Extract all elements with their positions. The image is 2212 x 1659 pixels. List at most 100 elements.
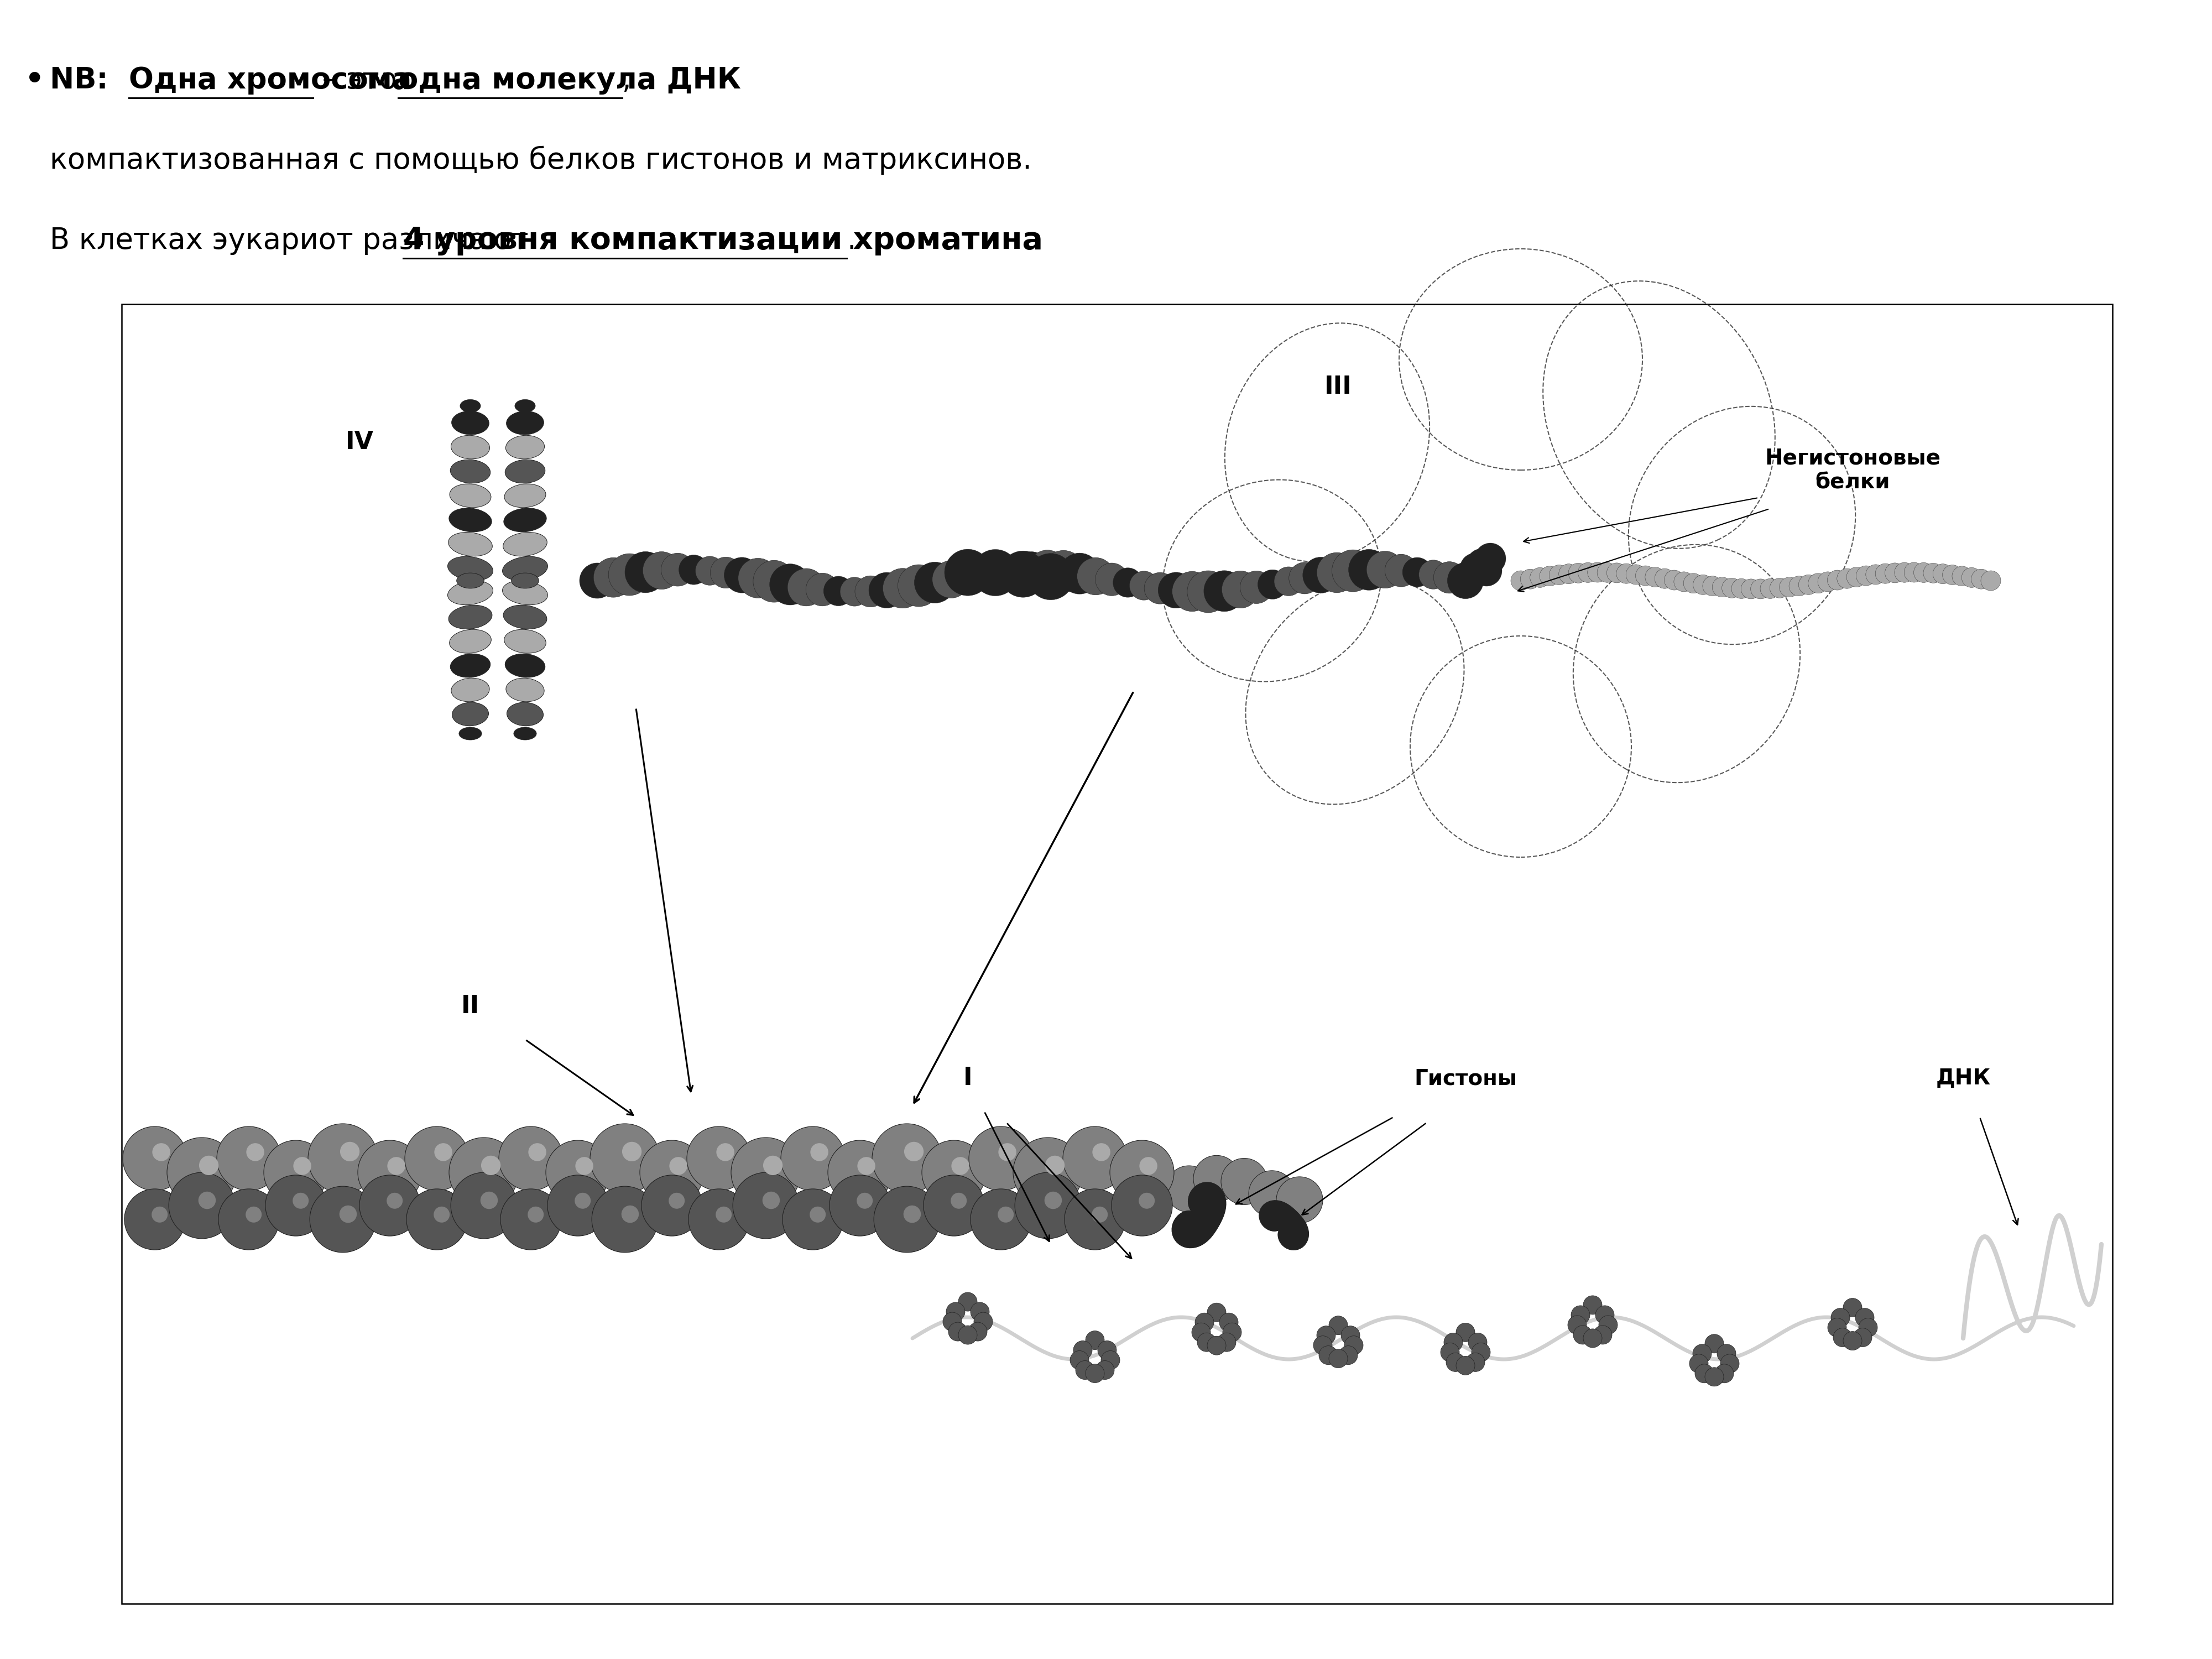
Circle shape <box>1905 562 1924 582</box>
Circle shape <box>971 1302 989 1321</box>
Circle shape <box>405 1126 469 1191</box>
Circle shape <box>1617 564 1637 584</box>
Circle shape <box>1349 549 1389 591</box>
Circle shape <box>1013 552 1048 587</box>
Circle shape <box>783 1190 843 1249</box>
Circle shape <box>969 1322 987 1340</box>
Circle shape <box>1818 572 1838 592</box>
Circle shape <box>1060 552 1099 594</box>
Circle shape <box>1221 1158 1267 1204</box>
Ellipse shape <box>502 581 549 606</box>
Circle shape <box>869 572 905 609</box>
Circle shape <box>1095 1360 1115 1380</box>
Text: ,: , <box>622 66 630 95</box>
Circle shape <box>580 562 615 599</box>
Circle shape <box>1064 1190 1126 1249</box>
Circle shape <box>973 549 1018 596</box>
Circle shape <box>1075 1360 1095 1380</box>
Polygon shape <box>1259 1201 1310 1249</box>
Circle shape <box>1827 1319 1847 1337</box>
Circle shape <box>1865 564 1885 584</box>
Circle shape <box>622 1206 639 1223</box>
Circle shape <box>1599 1316 1617 1334</box>
Circle shape <box>723 557 759 592</box>
Circle shape <box>1721 1354 1739 1374</box>
Circle shape <box>1595 1306 1615 1324</box>
Circle shape <box>1962 567 1982 587</box>
Circle shape <box>529 1143 546 1161</box>
Circle shape <box>1332 549 1374 592</box>
Circle shape <box>1856 1309 1874 1327</box>
Ellipse shape <box>456 572 484 589</box>
Circle shape <box>338 1206 356 1223</box>
Circle shape <box>958 1292 978 1311</box>
Circle shape <box>1606 562 1626 582</box>
Circle shape <box>1971 569 1991 589</box>
Circle shape <box>902 1206 920 1223</box>
Circle shape <box>1683 574 1703 594</box>
Circle shape <box>874 1186 940 1253</box>
Circle shape <box>1933 564 1953 584</box>
Circle shape <box>1741 579 1761 599</box>
Ellipse shape <box>515 400 535 413</box>
Circle shape <box>781 1126 845 1191</box>
Circle shape <box>856 1193 874 1209</box>
Ellipse shape <box>502 556 549 581</box>
Circle shape <box>593 1186 657 1253</box>
Circle shape <box>575 1156 593 1175</box>
Ellipse shape <box>502 533 546 556</box>
Circle shape <box>823 576 854 606</box>
Circle shape <box>1159 572 1194 609</box>
Ellipse shape <box>504 484 546 508</box>
Circle shape <box>387 1193 403 1209</box>
Circle shape <box>1015 1173 1082 1239</box>
Circle shape <box>1856 566 1876 586</box>
Text: Одна хромосома: Одна хромосома <box>128 66 411 95</box>
Circle shape <box>575 1193 591 1209</box>
Circle shape <box>1203 571 1245 612</box>
Circle shape <box>1077 557 1115 596</box>
Circle shape <box>827 1140 891 1204</box>
Circle shape <box>951 559 984 592</box>
Circle shape <box>1690 1354 1708 1374</box>
Circle shape <box>1097 1340 1117 1360</box>
Circle shape <box>1086 1331 1104 1350</box>
Circle shape <box>1329 1316 1347 1335</box>
Circle shape <box>1584 1329 1601 1347</box>
Text: 4 уровня компактизации хроматина: 4 уровня компактизации хроматина <box>403 226 1044 255</box>
Circle shape <box>263 1140 327 1204</box>
Circle shape <box>1571 1306 1590 1324</box>
Ellipse shape <box>449 533 493 556</box>
Circle shape <box>922 1140 987 1204</box>
Ellipse shape <box>447 556 493 581</box>
Ellipse shape <box>507 411 544 435</box>
Circle shape <box>1188 571 1230 612</box>
Circle shape <box>898 564 940 607</box>
Circle shape <box>1893 562 1913 582</box>
Circle shape <box>1540 566 1559 586</box>
Circle shape <box>1071 1350 1088 1370</box>
Circle shape <box>1705 1334 1723 1354</box>
Circle shape <box>1674 572 1694 592</box>
Circle shape <box>922 1175 984 1236</box>
Circle shape <box>1219 1312 1239 1332</box>
Circle shape <box>1778 577 1798 597</box>
Circle shape <box>1531 567 1551 587</box>
Circle shape <box>546 1175 608 1236</box>
Text: NB:: NB: <box>49 66 139 95</box>
Ellipse shape <box>451 679 489 702</box>
Ellipse shape <box>451 411 489 435</box>
Circle shape <box>1471 556 1502 586</box>
Circle shape <box>1444 1332 1462 1352</box>
Text: компактизованная с помощью белков гистонов и матриксинов.: компактизованная с помощью белков гистон… <box>49 146 1031 174</box>
Circle shape <box>246 1206 261 1223</box>
Circle shape <box>500 1190 562 1249</box>
Circle shape <box>1750 579 1770 599</box>
Circle shape <box>688 1190 750 1249</box>
Circle shape <box>1568 562 1588 582</box>
Circle shape <box>1469 1332 1486 1352</box>
Polygon shape <box>1172 1183 1225 1248</box>
Circle shape <box>947 1302 964 1321</box>
Circle shape <box>1721 577 1741 597</box>
Circle shape <box>1467 549 1498 579</box>
